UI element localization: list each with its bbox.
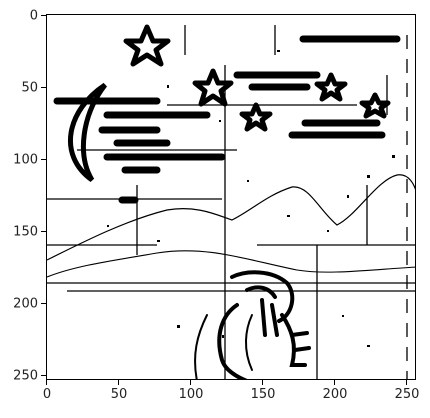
y-tick-label: 0 — [29, 8, 38, 24]
y-tick-mark — [41, 87, 46, 88]
x-tick-mark — [406, 380, 407, 385]
y-tick-label: 100 — [13, 152, 38, 168]
x-tick-label: 150 — [250, 387, 276, 402]
y-tick-label: 150 — [13, 224, 38, 240]
y-tick-mark — [41, 375, 46, 376]
x-tick-label: 250 — [394, 387, 420, 402]
y-tick-mark — [41, 303, 46, 304]
x-tick-mark — [190, 380, 191, 385]
y-tick-label: 200 — [13, 296, 38, 312]
y-tick-mark — [41, 231, 46, 232]
binarized-image — [47, 15, 415, 379]
y-tick-mark — [41, 159, 46, 160]
x-tick-label: 100 — [178, 387, 204, 402]
x-tick-mark — [118, 380, 119, 385]
y-tick-mark — [41, 15, 46, 16]
x-tick-label: 50 — [110, 387, 128, 402]
x-tick-mark — [46, 380, 47, 385]
x-tick-mark — [334, 380, 335, 385]
x-tick-mark — [262, 380, 263, 385]
y-tick-label: 250 — [13, 368, 38, 384]
x-tick-label: 0 — [42, 387, 52, 402]
x-tick-label: 200 — [322, 387, 348, 402]
image-axes — [46, 14, 416, 380]
y-tick-label: 50 — [21, 80, 38, 96]
